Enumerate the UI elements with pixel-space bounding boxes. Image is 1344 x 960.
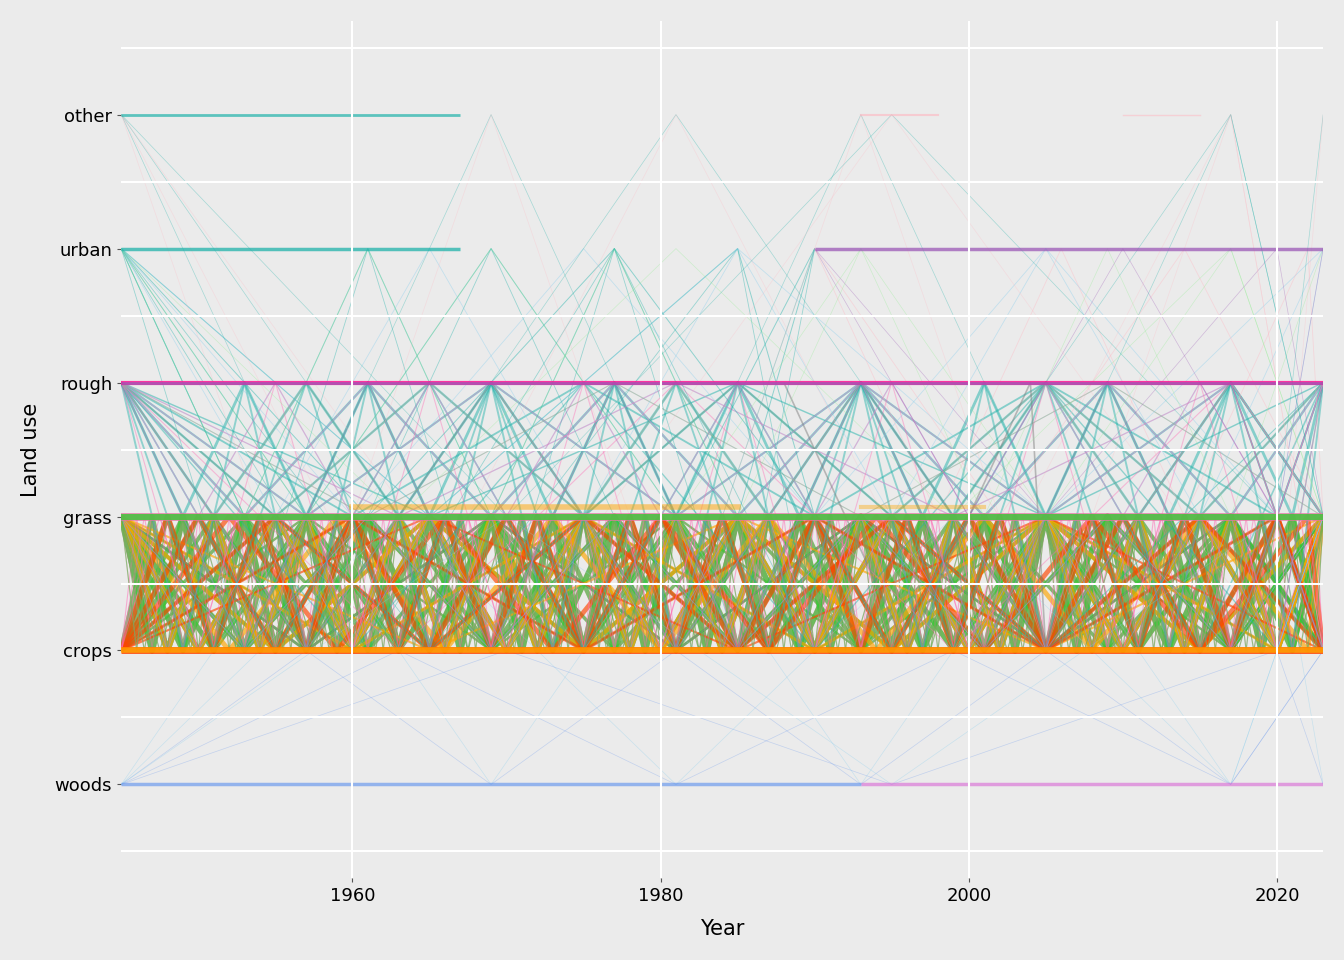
Y-axis label: Land use: Land use bbox=[22, 402, 40, 496]
X-axis label: Year: Year bbox=[700, 919, 745, 939]
